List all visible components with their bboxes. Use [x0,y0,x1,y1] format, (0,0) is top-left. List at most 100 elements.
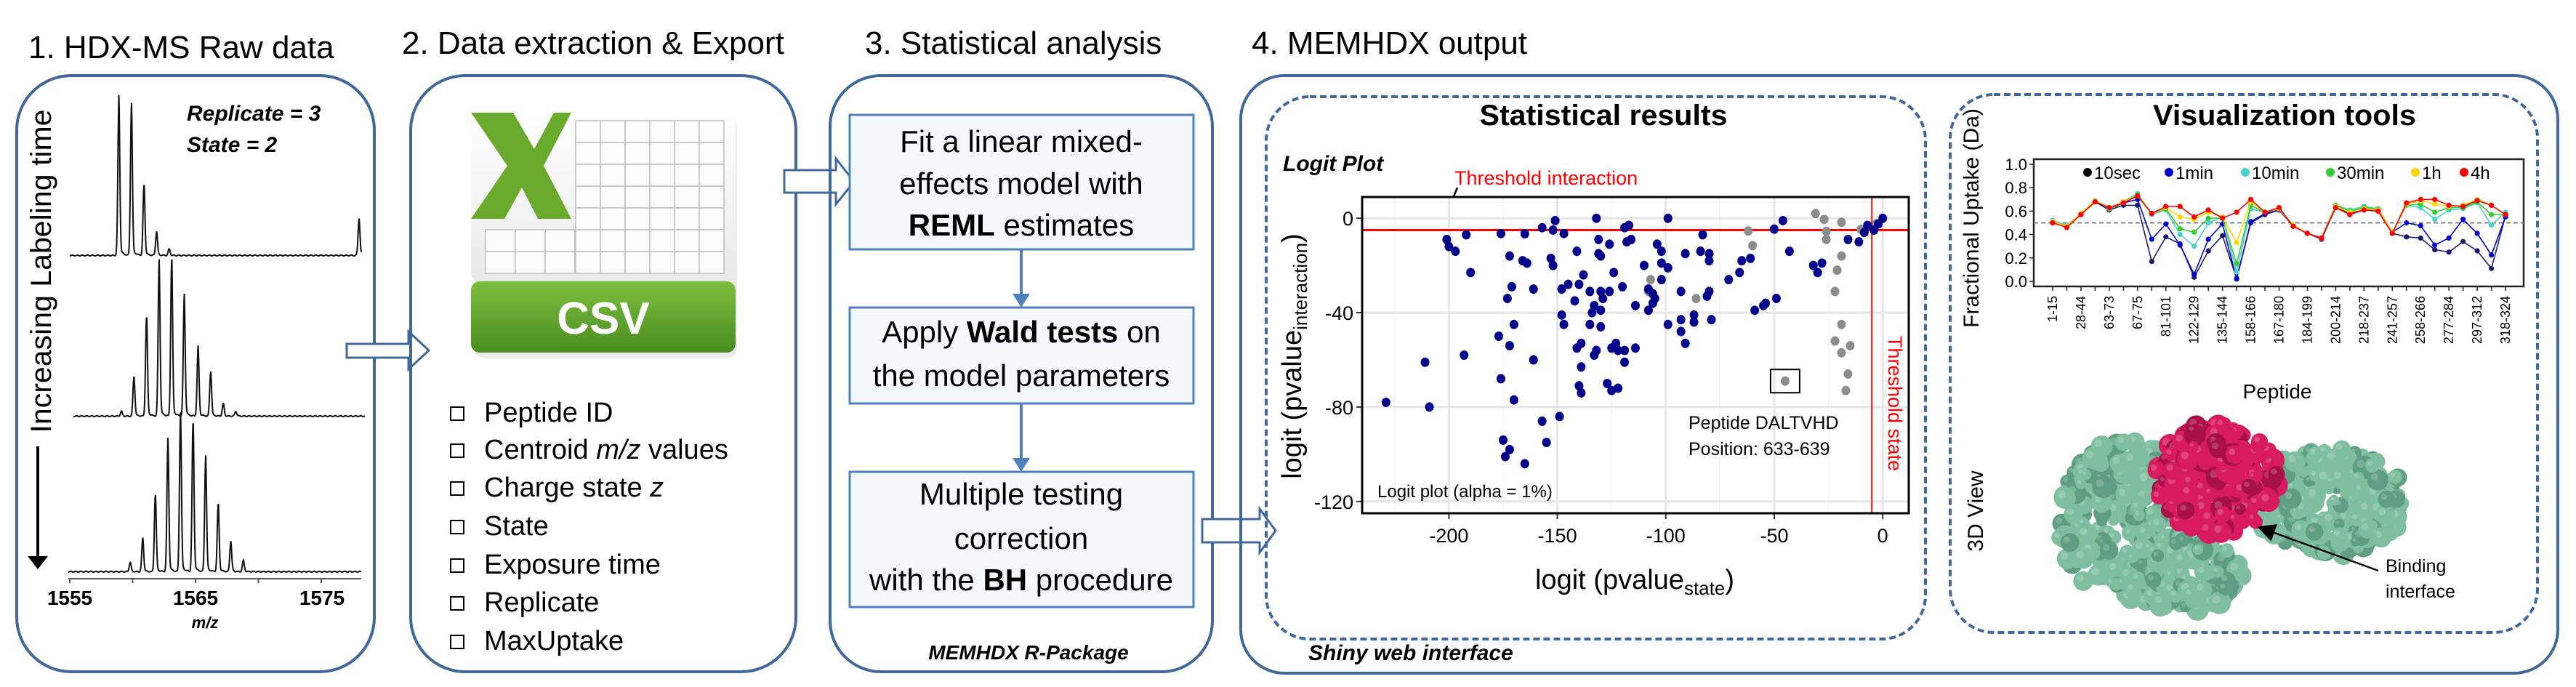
peptide-tick-label: 122-129 [2187,296,2202,344]
surface-atom [2099,541,2119,560]
data-point-1h [2177,214,2183,220]
surface-highlight [2277,514,2281,518]
data-point-significant [1696,246,1705,257]
surface-atom [2125,581,2142,598]
data-point-10min [2177,232,2183,238]
data-point-1h [2234,240,2239,246]
surface-atom [2115,485,2135,505]
step-text-line: with the BH procedure [869,563,1173,597]
data-point-not-significant [1832,265,1842,276]
data-point-significant [1496,228,1505,238]
binding-interface-label-2: interface [2386,582,2455,602]
surface-highlight [2139,527,2146,533]
x-tick-label: -100 [1646,525,1686,547]
data-point-not-significant [1846,341,1855,351]
legend-label-4h: 4h [2471,164,2490,183]
step-text: Fit a linear mixed- [900,124,1143,158]
mz-tick-1555: 1555 [47,587,92,609]
checkbox-icon [450,481,464,496]
data-point-significant [1425,402,1434,412]
surface-atom [2056,548,2078,570]
data-point-4h [2234,209,2239,215]
surface-highlight [2150,547,2154,552]
exported-field: Replicate [484,587,599,618]
data-point-significant [1689,310,1699,320]
surface-atom [2358,520,2377,539]
surface-highlight [2117,436,2125,443]
data-point-10sec [2163,234,2169,240]
surface-highlight [2294,523,2301,531]
surface-atom [2145,571,2162,588]
binding-interface-arrow [2257,524,2379,572]
surface-atom [2106,576,2118,589]
surface-highlight [2125,453,2133,461]
y-tick-label: -40 [1325,302,1353,324]
surface-highlight [2171,539,2177,544]
surface-highlight [2118,488,2125,496]
spreadsheet-cell [624,164,651,187]
surface-highlight [2367,460,2373,466]
step-bh-correction [848,470,1195,608]
surface-highlight [2311,471,2317,476]
surface-atom [2263,523,2285,545]
data-point-significant [1652,239,1662,249]
surface-atom [2123,527,2136,540]
surface-atom [2186,424,2200,438]
spreadsheet-cell [575,164,601,187]
data-point-10min [2234,269,2239,275]
surface-atom [2364,457,2380,473]
data-point-significant [1750,305,1760,316]
data-point-significant [1698,230,1707,240]
data-point-significant [1466,268,1476,278]
surface-highlight [2244,481,2250,488]
data-point-significant [1520,229,1529,239]
surface-atom [2177,534,2190,547]
data-point-significant [1585,286,1595,297]
surface-highlight [2166,547,2174,554]
logit-plot: -200 -150 -100 -50 0 0 -40 -80 -120 [1314,196,1910,547]
data-point-significant [1863,220,1872,230]
surface-highlight [2333,471,2342,479]
surface-atom [2210,521,2232,543]
data-point-significant [1784,246,1794,257]
field-text: m/z [596,435,640,465]
spreadsheet-cell [600,251,626,274]
spreadsheet-cell [544,251,576,274]
surface-atom [2192,544,2204,555]
surface-highlight [2175,434,2183,442]
data-point-significant [1529,355,1538,365]
surface-highlight [2161,534,2165,539]
replicate-label: Replicate = 3 [187,102,321,126]
panel2-box [409,74,797,673]
data-point-significant [1614,383,1623,393]
surface-atom [2072,547,2094,569]
surface-highlight [2202,524,2209,531]
surface-highlight [2166,584,2173,591]
surface-highlight [2060,552,2068,560]
data-point-10min [2432,217,2438,222]
3d-view-label: 3D View [1964,470,1988,552]
surface-highlight [2210,427,2218,435]
data-point-10sec [2432,246,2438,253]
surface-atom [2088,563,2109,586]
data-point-significant [1771,294,1781,304]
step-text: Apply [882,315,967,349]
data-point-significant [1587,308,1597,318]
surface-atom [2323,448,2346,470]
spreadsheet-cell [699,142,725,165]
checkbox-icon [450,635,464,649]
data-point-4h [2135,193,2141,199]
data-point-4h [2375,208,2381,214]
spreadsheet-cell [674,185,700,209]
data-point-4h [2262,209,2268,215]
logit-y-axis-label: logit (pvalueinteraction) [1277,233,1311,479]
data-point-significant [1657,275,1666,285]
data-point-4h [2432,196,2438,202]
surface-highlight [2053,532,2060,539]
data-point-4h [2304,230,2311,236]
surface-atom [2188,441,2199,452]
peptide-tick-label: 258-266 [2413,296,2428,344]
surface-highlight [2181,603,2186,607]
spreadsheet-cell [649,164,675,187]
exported-fields-list: Peptide ID Centroid m/z values Charge stat… [450,398,728,656]
